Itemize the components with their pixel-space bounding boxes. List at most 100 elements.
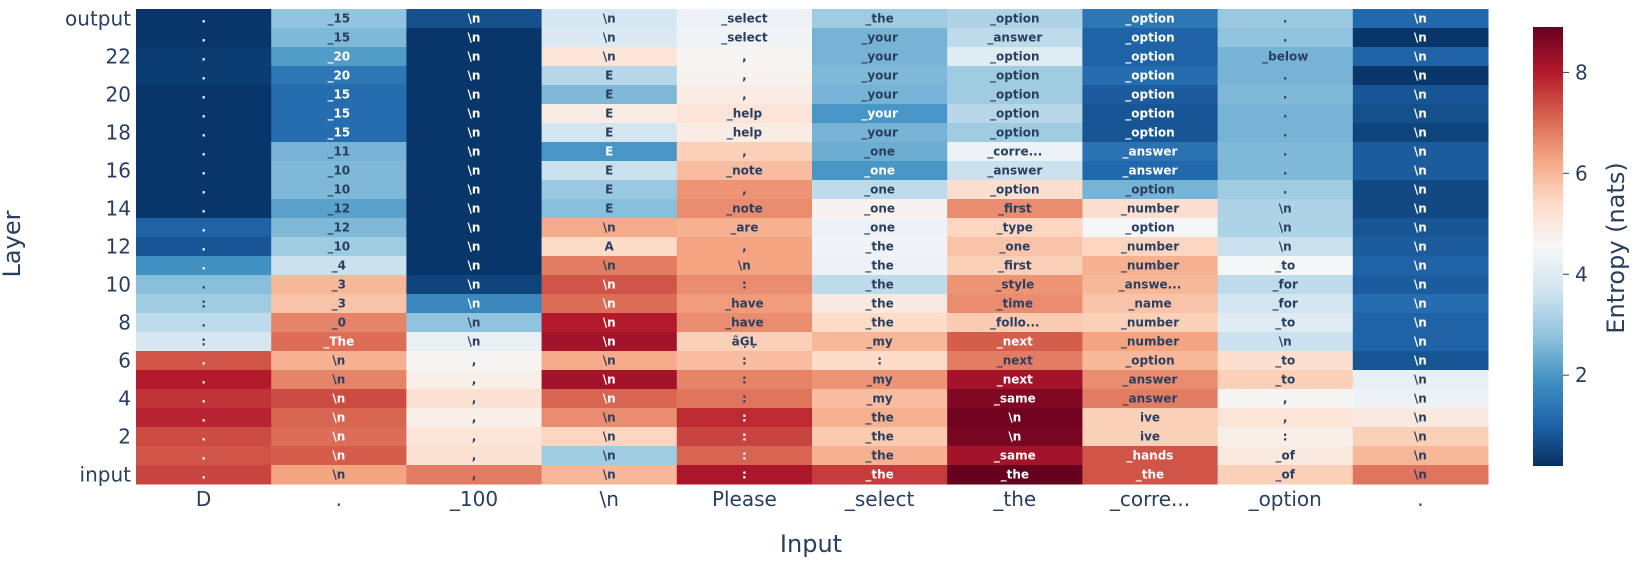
heatmap-cell-label: \n: [1414, 107, 1427, 121]
heatmap-cell: [271, 332, 407, 352]
heatmap-cell-label: _below: [1262, 50, 1308, 65]
heatmap-cell-label: _to: [1275, 316, 1295, 331]
heatmap-cell: [541, 104, 678, 124]
y-tick-label: 2: [118, 425, 131, 449]
x-tick-label: .: [336, 487, 342, 511]
heatmap-cell: [676, 389, 813, 409]
heatmap-cell: [676, 275, 813, 295]
heatmap-cell: [1082, 85, 1219, 105]
heatmap-cell-label: _type: [997, 221, 1033, 236]
heatmap-cell-label: _20: [327, 50, 350, 65]
heatmap-cell: [1352, 275, 1489, 295]
heatmap-cell: [1352, 370, 1489, 390]
heatmap-cell: [406, 275, 543, 295]
heatmap-cell: [271, 66, 407, 86]
heatmap-cell-label: _the: [865, 449, 893, 464]
heatmap-cell: [1217, 180, 1354, 200]
colorbar: [1533, 27, 1563, 466]
heatmap-cell-label: ,: [472, 430, 477, 444]
heatmap-cell: [947, 180, 1083, 200]
heatmap-cell-label: \n: [1414, 88, 1427, 102]
heatmap-cell-label: _your: [861, 107, 898, 122]
heatmap-cell: [541, 237, 678, 257]
heatmap-cell-label: \n: [1414, 183, 1427, 197]
y-tick-label: 4: [118, 387, 131, 411]
heatmap-cell: [136, 256, 272, 276]
heatmap-cell: [812, 294, 948, 314]
heatmap-cell: [1217, 9, 1354, 29]
heatmap-cell-label: ,: [742, 88, 747, 102]
heatmap-cell: [271, 465, 407, 485]
heatmap-cell-label: \n: [468, 259, 481, 273]
y-axis-title: Layer: [0, 210, 26, 277]
heatmap-cell-label: _same: [994, 392, 1036, 407]
heatmap-cell: [1217, 66, 1354, 86]
heatmap-cell: [1352, 104, 1489, 124]
heatmap-cell-label: :: [742, 430, 747, 444]
heatmap-cell-label: \n: [1414, 392, 1427, 406]
heatmap-cell: [676, 161, 813, 181]
heatmap-cell-label: _answer: [1123, 392, 1178, 407]
heatmap-cell-label: _option: [990, 183, 1039, 198]
heatmap-cell-label: _the: [1001, 468, 1029, 483]
heatmap-cell-label: _the: [865, 278, 893, 293]
heatmap-cell-label: \n: [603, 335, 616, 349]
heatmap-cell: [271, 199, 407, 219]
heatmap-cell: [541, 389, 678, 409]
heatmap-cell-label: ,: [472, 468, 477, 482]
heatmap-cell: [812, 9, 948, 29]
x-axis-title: Input: [780, 530, 842, 558]
heatmap-cell: [676, 218, 813, 238]
heatmap-cell: [136, 237, 272, 257]
heatmap-cell: [812, 104, 948, 124]
heatmap-cell: [947, 9, 1083, 29]
heatmap-cell-label: _the: [865, 430, 893, 445]
heatmap-cell: [676, 351, 813, 371]
heatmap-cell-label: _to: [1275, 354, 1295, 369]
heatmap-cell: [812, 218, 948, 238]
heatmap-cell-label: _are: [730, 221, 758, 236]
heatmap-cell: [1352, 351, 1489, 371]
heatmap-cell-label: \n: [468, 31, 481, 45]
heatmap-cell-label: \n: [1008, 411, 1021, 425]
heatmap-cell: [136, 446, 272, 466]
heatmap-cell: [1082, 389, 1219, 409]
heatmap-cell-label: \n: [603, 430, 616, 444]
heatmap-cell-label: \n: [1414, 31, 1427, 45]
heatmap-cell: [136, 104, 272, 124]
heatmap-cell-label: _answer: [987, 31, 1042, 46]
heatmap-cell: [1352, 332, 1489, 352]
heatmap-cell: [406, 237, 543, 257]
heatmap-cell-label: E: [605, 164, 613, 178]
heatmap-cell: [812, 275, 948, 295]
heatmap-cell: [812, 256, 948, 276]
heatmap-cell-label: _my: [866, 335, 893, 350]
x-tick-label: _option: [1248, 487, 1322, 511]
heatmap-cell: [1082, 237, 1219, 257]
heatmap-cell-label: _option: [1125, 221, 1174, 236]
heatmap-cell: [676, 313, 813, 333]
heatmap-cell-label: _next: [997, 354, 1033, 369]
heatmap-cell: [812, 370, 948, 390]
heatmap-cell-label: .: [1283, 12, 1288, 26]
heatmap-cell-label: ,: [742, 145, 747, 159]
heatmap-cell: [136, 332, 272, 352]
heatmap-cell-label: _option: [1125, 50, 1174, 65]
heatmap-cell-label: \n: [1414, 221, 1427, 235]
heatmap-cell-label: _my: [866, 392, 893, 407]
heatmap-cell-label: \n: [603, 411, 616, 425]
heatmap-cell: [541, 427, 678, 447]
heatmap-cell-label: _have: [725, 297, 764, 312]
heatmap-cell: [541, 351, 678, 371]
heatmap-cell: [947, 351, 1083, 371]
heatmap-cell-label: _option: [990, 50, 1039, 65]
heatmap-cell: [541, 408, 678, 428]
heatmap-cell: [541, 66, 678, 86]
heatmap-cell-label: \n: [332, 430, 345, 444]
heatmap-cell: [947, 465, 1083, 485]
heatmap-cell: [136, 85, 272, 105]
heatmap-cell: [406, 9, 543, 29]
heatmap-cell: [271, 237, 407, 257]
heatmap-cell: [136, 66, 272, 86]
heatmap-cell: [1352, 66, 1489, 86]
